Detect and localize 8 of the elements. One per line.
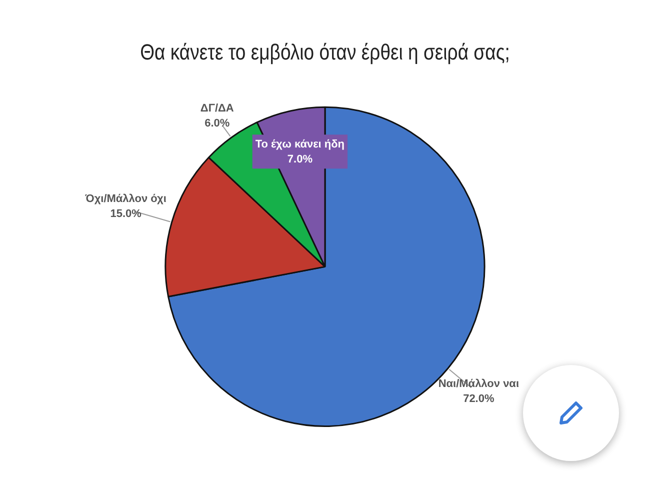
- slice-label: ΔΓ/ΔΑ: [200, 102, 234, 114]
- data-label: 72.0%: [463, 392, 494, 405]
- data-label: 6.0%: [204, 117, 230, 130]
- data-label: 7.0%: [287, 154, 313, 166]
- chart-title: Θα κάνετε το εμβόλιο όταν έρθει η σειρά σας;: [140, 40, 510, 65]
- slice-label: Όχι/Μάλλον όχι: [84, 192, 166, 205]
- data-label: 15.0%: [110, 208, 142, 220]
- slice-label: Το έχω κάνει ήδη: [255, 138, 345, 151]
